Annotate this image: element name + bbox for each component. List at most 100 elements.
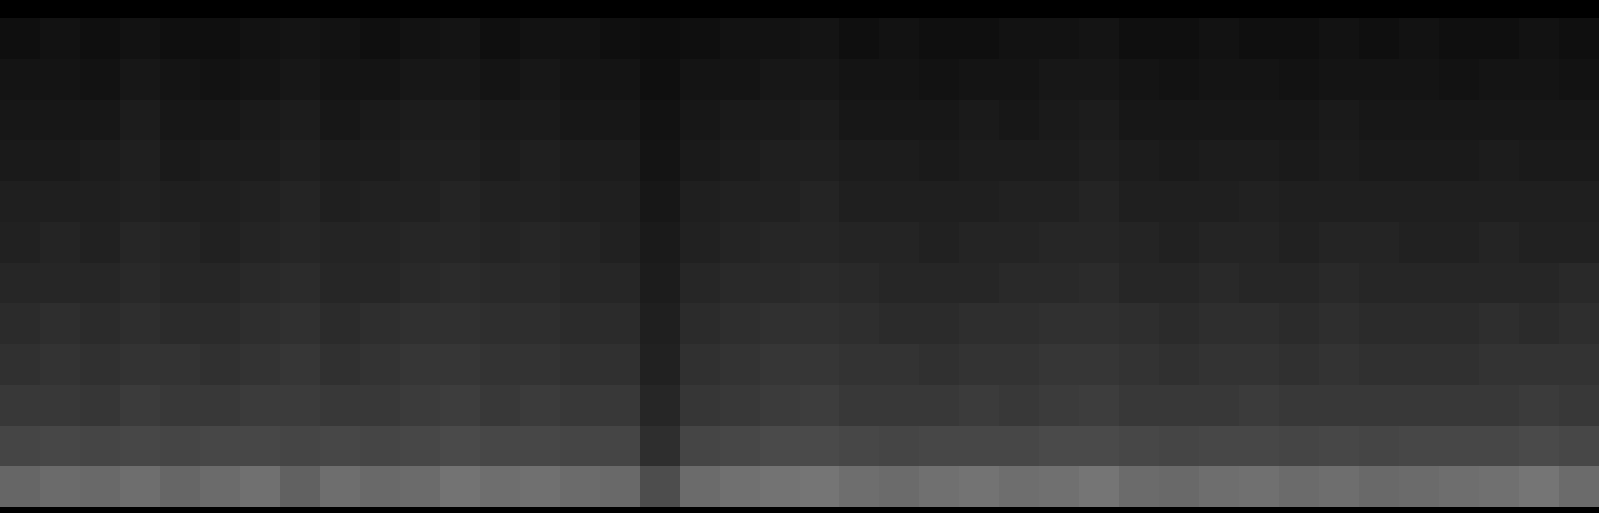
heatmap-cell <box>520 18 560 59</box>
heatmap-cell <box>560 59 600 100</box>
heatmap-cell <box>440 426 480 467</box>
heatmap-cell <box>999 466 1039 507</box>
heatmap-cell <box>560 303 600 344</box>
heatmap-cell <box>1399 263 1439 304</box>
heatmap-cell <box>1559 222 1599 263</box>
heatmap-cell <box>560 263 600 304</box>
heatmap-cell <box>0 100 40 141</box>
heatmap-cell <box>839 466 879 507</box>
heatmap-cell <box>760 140 800 181</box>
heatmap-cell <box>320 344 360 385</box>
heatmap-cell <box>1079 303 1119 344</box>
heatmap-cell <box>800 263 840 304</box>
heatmap-cell <box>0 140 40 181</box>
heatmap-cell <box>280 466 320 507</box>
heatmap-cell <box>1359 344 1399 385</box>
heatmap-cell <box>1039 140 1079 181</box>
heatmap-cell <box>1439 222 1479 263</box>
heatmap-cell <box>1199 385 1239 426</box>
heatmap-cell <box>1319 344 1359 385</box>
heatmap-cell <box>120 59 160 100</box>
heatmap-cell <box>320 385 360 426</box>
heatmap-cell <box>1479 385 1519 426</box>
heatmap-cell <box>440 59 480 100</box>
heatmap-cell <box>1159 263 1199 304</box>
heatmap-cell <box>1239 385 1279 426</box>
heatmap-cell <box>1279 385 1319 426</box>
heatmap-cell <box>919 466 959 507</box>
heatmap-cell <box>1359 59 1399 100</box>
heatmap-cell <box>1359 222 1399 263</box>
heatmap-cell <box>320 59 360 100</box>
heatmap-cell <box>160 426 200 467</box>
heatmap-cell <box>1479 59 1519 100</box>
heatmap-cell <box>200 59 240 100</box>
heatmap-cell <box>0 181 40 222</box>
heatmap-cell <box>1319 303 1359 344</box>
heatmap-cell <box>1119 263 1159 304</box>
heatmap-cell <box>120 303 160 344</box>
heatmap-cell <box>1039 303 1079 344</box>
heatmap-cell <box>1519 466 1559 507</box>
heatmap-cell <box>440 303 480 344</box>
heatmap-cell <box>1119 222 1159 263</box>
heatmap-cell <box>480 466 520 507</box>
heatmap-cell <box>999 18 1039 59</box>
heatmap-cell <box>440 344 480 385</box>
heatmap-cell <box>0 303 40 344</box>
heatmap-cell <box>1319 140 1359 181</box>
heatmap-cell <box>839 18 879 59</box>
heatmap-cell <box>360 18 400 59</box>
heatmap-cell <box>480 426 520 467</box>
heatmap-cell <box>1479 222 1519 263</box>
heatmap-cell <box>80 303 120 344</box>
heatmap-cell <box>120 181 160 222</box>
heatmap-cell <box>400 140 440 181</box>
heatmap-cell <box>1199 303 1239 344</box>
heatmap-cell <box>40 303 80 344</box>
heatmap-cell <box>200 466 240 507</box>
heatmap-cell <box>1479 18 1519 59</box>
heatmap-cell <box>240 59 280 100</box>
heatmap-cell <box>879 100 919 141</box>
heatmap-cell <box>600 59 640 100</box>
heatmap-cell <box>320 263 360 304</box>
heatmap-cell <box>1399 100 1439 141</box>
heatmap-cell <box>280 344 320 385</box>
heatmap-cell <box>760 426 800 467</box>
heatmap-cell <box>879 181 919 222</box>
heatmap-cell <box>800 222 840 263</box>
heatmap-cell <box>40 426 80 467</box>
heatmap-cell <box>680 344 720 385</box>
heatmap-cell <box>1079 100 1119 141</box>
heatmap-cell <box>1479 344 1519 385</box>
heatmap-cell <box>480 344 520 385</box>
heatmap-cell <box>520 100 560 141</box>
heatmap-cell <box>1039 100 1079 141</box>
heatmap-cell <box>40 263 80 304</box>
heatmap-cell <box>1399 466 1439 507</box>
heatmap-cell <box>839 426 879 467</box>
heatmap-cell <box>360 140 400 181</box>
heatmap-cell <box>600 426 640 467</box>
heatmap-cell <box>1439 303 1479 344</box>
heatmap-cell <box>959 100 999 141</box>
heatmap-cell <box>999 222 1039 263</box>
heatmap-cell <box>200 426 240 467</box>
heatmap-cell <box>1519 59 1559 100</box>
heatmap-cell <box>1039 263 1079 304</box>
heatmap-cell <box>360 181 400 222</box>
heatmap-cell <box>1559 466 1599 507</box>
heatmap-cell <box>919 426 959 467</box>
heatmap-cell <box>80 426 120 467</box>
heatmap-cell <box>1279 344 1319 385</box>
heatmap-cell <box>1359 181 1399 222</box>
heatmap-cell <box>1359 140 1399 181</box>
heatmap-cell <box>40 222 80 263</box>
heatmap-cell <box>560 222 600 263</box>
heatmap-cell <box>120 222 160 263</box>
heatmap-cell <box>360 263 400 304</box>
heatmap-cell <box>959 140 999 181</box>
heatmap-cell <box>160 385 200 426</box>
heatmap-cell <box>40 181 80 222</box>
